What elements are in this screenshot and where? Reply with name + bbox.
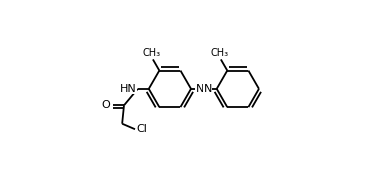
Text: CH₃: CH₃ — [211, 48, 229, 58]
Text: Cl: Cl — [136, 124, 147, 134]
Text: N: N — [196, 84, 204, 94]
Text: O: O — [102, 100, 111, 110]
Text: HN: HN — [120, 84, 137, 94]
Text: N: N — [204, 84, 212, 94]
Text: CH₃: CH₃ — [143, 48, 161, 58]
